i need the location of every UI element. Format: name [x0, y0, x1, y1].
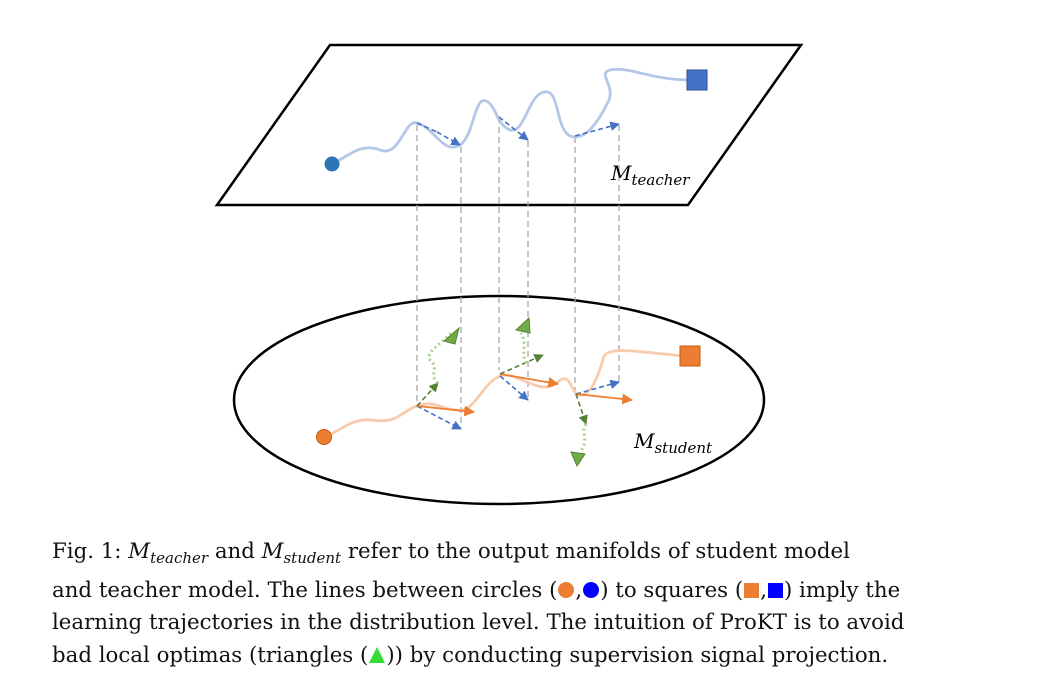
- student-manifold: [232, 294, 766, 506]
- caption-line-4: bad local optimas (triangles ( )) by cond…: [52, 640, 992, 673]
- caption-line4-a: bad local optimas (triangles (: [52, 642, 369, 668]
- student-end-square: [679, 345, 701, 367]
- caption-line-3: learning trajectories in the distributio…: [52, 610, 905, 635]
- student-trajectory: [322, 349, 690, 439]
- caption-fig-label: Fig. 1:: [52, 539, 122, 564]
- caption-line2-c: ) imply the: [783, 577, 901, 603]
- green-triangle-icon: [369, 646, 386, 663]
- caption-and: and: [214, 539, 255, 564]
- caption-student-sub: student: [283, 549, 342, 567]
- teacher-start-circle: [324, 156, 340, 172]
- teacher-step-arrows: [416, 116, 620, 146]
- caption-teacher-symbol: M: [128, 539, 151, 564]
- blue-circle-icon: [583, 581, 600, 598]
- student-manifold-label: M: [633, 429, 655, 453]
- caption-teacher-sub: teacher: [150, 549, 209, 567]
- caption-line1-rest: refer to the output manifolds of student…: [347, 539, 850, 564]
- projection-guide-lines: [416, 117, 620, 428]
- blue-square-icon: [767, 582, 783, 598]
- student-manifold-label-sub: student: [654, 439, 713, 457]
- teacher-manifold-label-sub: teacher: [631, 171, 690, 189]
- local-optimum-triangle-3: [570, 451, 586, 468]
- caption-comma-1: ,: [575, 577, 583, 603]
- local-optimum-triangle-2: [514, 316, 531, 334]
- caption-line-2: and teacher model. The lines between cir…: [52, 575, 992, 608]
- caption-comma-2: ,: [760, 577, 767, 603]
- caption-line2-a: and teacher model. The lines between cir…: [52, 577, 558, 603]
- caption-line2-b: ) to squares (: [600, 577, 744, 603]
- projected-step-arrows: [416, 375, 620, 430]
- local-optima-arrows: [416, 331, 588, 453]
- student-gradient-arrows: [416, 373, 634, 417]
- teacher-end-square: [686, 69, 708, 91]
- svg-text:Mstudent: Mstudent: [633, 429, 713, 457]
- svg-text:Mteacher: Mteacher: [610, 161, 690, 189]
- orange-square-icon: [744, 582, 760, 598]
- figure-caption: Fig. 1: Mteacher and Mstudent refer to t…: [52, 536, 992, 672]
- caption-line-1: Fig. 1: Mteacher and Mstudent refer to t…: [52, 536, 992, 575]
- teacher-trajectory: [330, 67, 692, 166]
- caption-line4-b: )) by conducting supervision signal proj…: [386, 642, 889, 668]
- orange-circle-icon: [558, 581, 575, 598]
- caption-student-symbol: M: [261, 539, 284, 564]
- local-optimum-triangle-1: [442, 326, 460, 345]
- teacher-manifold-label: M: [610, 161, 632, 185]
- student-start-circle: [316, 429, 332, 445]
- knowledge-transfer-diagram: Mteacher Mstudent: [214, 43, 804, 506]
